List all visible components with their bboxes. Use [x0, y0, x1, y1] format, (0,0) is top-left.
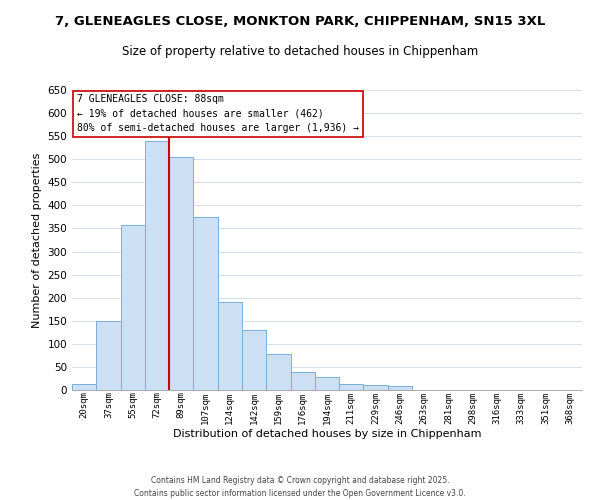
Bar — [290, 372, 315, 390]
Bar — [388, 386, 412, 390]
Bar — [145, 141, 169, 390]
Y-axis label: Number of detached properties: Number of detached properties — [32, 152, 42, 328]
Text: 7, GLENEAGLES CLOSE, MONKTON PARK, CHIPPENHAM, SN15 3XL: 7, GLENEAGLES CLOSE, MONKTON PARK, CHIPP… — [55, 15, 545, 28]
Bar — [96, 321, 121, 390]
Bar — [193, 217, 218, 390]
Text: Contains HM Land Registry data © Crown copyright and database right 2025.
Contai: Contains HM Land Registry data © Crown c… — [134, 476, 466, 498]
Bar — [266, 354, 290, 390]
X-axis label: Distribution of detached houses by size in Chippenham: Distribution of detached houses by size … — [173, 429, 481, 439]
Bar — [364, 386, 388, 390]
Bar — [72, 384, 96, 390]
Bar — [218, 302, 242, 390]
Bar — [169, 157, 193, 390]
Text: 7 GLENEAGLES CLOSE: 88sqm
← 19% of detached houses are smaller (462)
80% of semi: 7 GLENEAGLES CLOSE: 88sqm ← 19% of detac… — [77, 94, 359, 134]
Bar — [315, 377, 339, 390]
Bar — [242, 330, 266, 390]
Bar — [121, 225, 145, 390]
Bar — [339, 384, 364, 390]
Text: Size of property relative to detached houses in Chippenham: Size of property relative to detached ho… — [122, 45, 478, 58]
